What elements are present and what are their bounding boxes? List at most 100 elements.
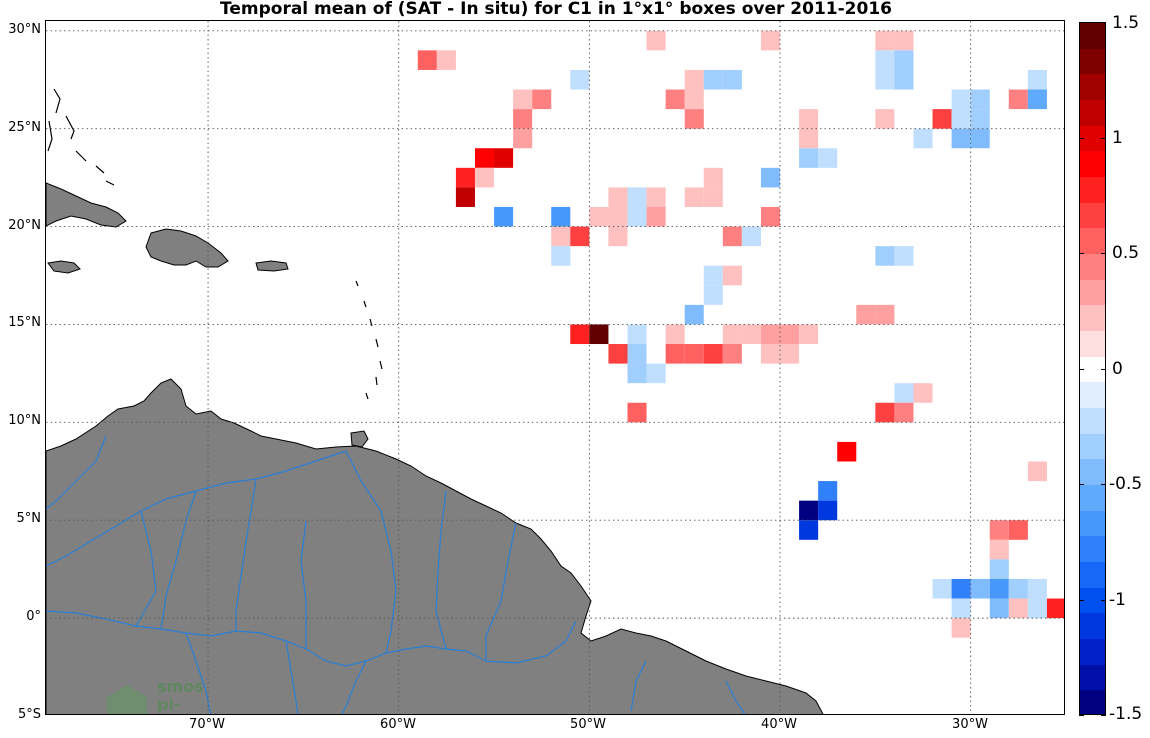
anomaly-cell — [894, 50, 914, 70]
map-plot-area: smos pi-mep — [45, 20, 1065, 715]
colorbar-segment — [1080, 279, 1105, 306]
anomaly-cell — [703, 187, 723, 207]
colorbar-segment — [1080, 151, 1105, 178]
latitude-tick-label: 0° — [26, 609, 41, 624]
anomaly-cell — [474, 148, 495, 168]
colorbar-segment — [1080, 23, 1105, 50]
anomaly-cell — [1027, 461, 1047, 482]
anomaly-cell — [932, 578, 952, 599]
anomaly-cell — [608, 206, 628, 227]
colorbar-tick-label: -1.5 — [1109, 704, 1143, 724]
trinidad-island — [350, 430, 369, 448]
anomaly-cell — [417, 50, 437, 70]
anomaly-cell — [722, 226, 742, 247]
anomaly-cell — [646, 30, 666, 51]
anomaly-cell — [570, 69, 590, 90]
anomaly-cell — [875, 69, 895, 90]
anomaly-cell — [627, 402, 647, 423]
watermark-logo-icon — [107, 685, 147, 714]
anomaly-cell — [741, 226, 761, 247]
south-america-landmass — [46, 378, 824, 714]
anomaly-cell — [1008, 598, 1028, 619]
anomaly-cell — [951, 618, 971, 638]
anomaly-cell — [627, 363, 647, 384]
anomaly-cell — [989, 520, 1009, 540]
anomaly-cell — [627, 206, 647, 227]
anomaly-cell — [455, 167, 475, 188]
hispaniola-island — [145, 228, 229, 268]
anomaly-cell — [646, 363, 666, 384]
lesser-antilles-islands — [355, 280, 383, 400]
anomaly-cell — [799, 109, 819, 129]
bahamas-islands — [47, 88, 115, 186]
anomaly-cell — [513, 89, 533, 110]
anomaly-cell — [989, 539, 1009, 560]
anomaly-cell — [970, 109, 990, 129]
anomaly-cell — [513, 109, 533, 129]
anomaly-cell — [799, 324, 819, 345]
anomaly-cell — [722, 69, 742, 90]
anomaly-cell — [894, 383, 914, 403]
colorbar-segment — [1080, 562, 1105, 589]
anomaly-cell — [627, 324, 647, 345]
anomaly-cell — [608, 187, 628, 207]
anomaly-cell — [951, 128, 971, 149]
anomaly-cell — [970, 128, 990, 149]
colorbar-segment — [1080, 202, 1105, 229]
anomaly-cell — [665, 324, 685, 345]
colorbar-segment — [1080, 664, 1105, 691]
colorbar-tick — [1101, 22, 1106, 23]
anomaly-cell — [989, 598, 1009, 619]
colorbar-segment — [1080, 536, 1105, 563]
anomaly-cell — [970, 578, 990, 599]
anomaly-cell — [665, 89, 685, 110]
anomaly-cell — [875, 30, 895, 51]
anomaly-cell — [951, 89, 971, 110]
colorbar-tick — [1079, 22, 1084, 23]
colorbar-tick — [1079, 369, 1084, 370]
colorbar-tick — [1079, 715, 1084, 716]
anomaly-cell — [494, 206, 514, 227]
anomaly-cell — [760, 30, 781, 51]
anomaly-cell — [799, 520, 819, 540]
anomaly-cell — [1008, 520, 1028, 540]
anomaly-cell — [627, 344, 647, 364]
colorbar-tick — [1101, 369, 1106, 370]
anomaly-cell — [684, 69, 704, 90]
anomaly-cell — [970, 89, 990, 110]
anomaly-cell — [436, 50, 456, 70]
anomaly-cell — [608, 226, 628, 247]
anomaly-cell — [608, 344, 628, 364]
anomaly-cell — [780, 324, 800, 345]
colorbar-tick — [1101, 484, 1106, 485]
anomaly-cell — [570, 226, 590, 247]
colorbar-segment — [1080, 510, 1105, 537]
anomaly-cell — [951, 598, 971, 619]
colorbar-segment — [1080, 587, 1105, 614]
anomaly-cell — [780, 344, 800, 364]
colorbar-segment — [1080, 331, 1105, 358]
colorbar-tick — [1079, 600, 1084, 601]
latitude-tick-label: 20°N — [8, 218, 41, 233]
watermark-line2: pi-mep — [157, 695, 196, 715]
colorbar-segment — [1080, 382, 1105, 409]
anomaly-cells — [417, 30, 1064, 638]
anomaly-cell — [1008, 578, 1028, 599]
jamaica-island — [47, 260, 81, 274]
anomaly-cell — [684, 109, 704, 129]
anomaly-cell — [722, 265, 742, 286]
colorbar-tick — [1079, 484, 1084, 485]
anomaly-cell — [532, 89, 552, 110]
cuba-island — [46, 182, 127, 228]
anomaly-cell — [913, 383, 933, 403]
puerto-rico-island — [255, 260, 289, 272]
anomaly-cell — [837, 441, 857, 462]
colorbar-tick — [1101, 138, 1106, 139]
colorbar-segment — [1080, 639, 1105, 666]
latitude-tick-label: 25°N — [8, 120, 41, 135]
anomaly-cell — [570, 324, 590, 345]
anomaly-cell — [551, 246, 571, 266]
anomaly-cell — [703, 265, 723, 286]
longitude-tick-label: 60°W — [380, 717, 416, 732]
anomaly-cell — [741, 324, 761, 345]
